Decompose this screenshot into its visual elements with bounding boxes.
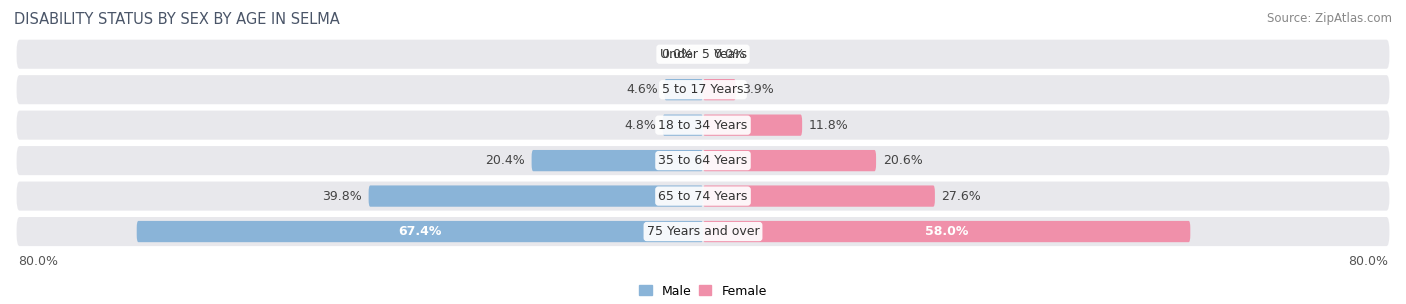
- Text: 35 to 64 Years: 35 to 64 Years: [658, 154, 748, 167]
- Text: 75 Years and over: 75 Years and over: [647, 225, 759, 238]
- FancyBboxPatch shape: [662, 115, 703, 136]
- FancyBboxPatch shape: [17, 111, 1389, 140]
- Text: 65 to 74 Years: 65 to 74 Years: [658, 190, 748, 202]
- FancyBboxPatch shape: [17, 146, 1389, 175]
- Text: 20.4%: 20.4%: [485, 154, 524, 167]
- Text: 58.0%: 58.0%: [925, 225, 969, 238]
- FancyBboxPatch shape: [703, 150, 876, 171]
- Text: 27.6%: 27.6%: [942, 190, 981, 202]
- Text: 4.6%: 4.6%: [626, 83, 658, 96]
- Text: 0.0%: 0.0%: [713, 48, 745, 61]
- Text: Under 5 Years: Under 5 Years: [659, 48, 747, 61]
- FancyBboxPatch shape: [17, 40, 1389, 69]
- Text: 18 to 34 Years: 18 to 34 Years: [658, 119, 748, 132]
- FancyBboxPatch shape: [703, 221, 1191, 242]
- Text: 20.6%: 20.6%: [883, 154, 922, 167]
- FancyBboxPatch shape: [17, 181, 1389, 211]
- FancyBboxPatch shape: [665, 79, 703, 100]
- Text: Source: ZipAtlas.com: Source: ZipAtlas.com: [1267, 12, 1392, 25]
- Text: 80.0%: 80.0%: [1348, 254, 1388, 268]
- FancyBboxPatch shape: [17, 75, 1389, 104]
- Text: 67.4%: 67.4%: [398, 225, 441, 238]
- FancyBboxPatch shape: [368, 185, 703, 207]
- FancyBboxPatch shape: [703, 79, 735, 100]
- Text: 11.8%: 11.8%: [808, 119, 849, 132]
- Text: 39.8%: 39.8%: [322, 190, 361, 202]
- Text: 4.8%: 4.8%: [624, 119, 657, 132]
- Text: 3.9%: 3.9%: [742, 83, 775, 96]
- Text: 0.0%: 0.0%: [661, 48, 693, 61]
- FancyBboxPatch shape: [703, 185, 935, 207]
- Text: 80.0%: 80.0%: [18, 254, 58, 268]
- Text: DISABILITY STATUS BY SEX BY AGE IN SELMA: DISABILITY STATUS BY SEX BY AGE IN SELMA: [14, 12, 340, 27]
- FancyBboxPatch shape: [531, 150, 703, 171]
- FancyBboxPatch shape: [703, 115, 803, 136]
- FancyBboxPatch shape: [136, 221, 703, 242]
- Text: 5 to 17 Years: 5 to 17 Years: [662, 83, 744, 96]
- Legend: Male, Female: Male, Female: [634, 280, 772, 302]
- FancyBboxPatch shape: [17, 217, 1389, 246]
